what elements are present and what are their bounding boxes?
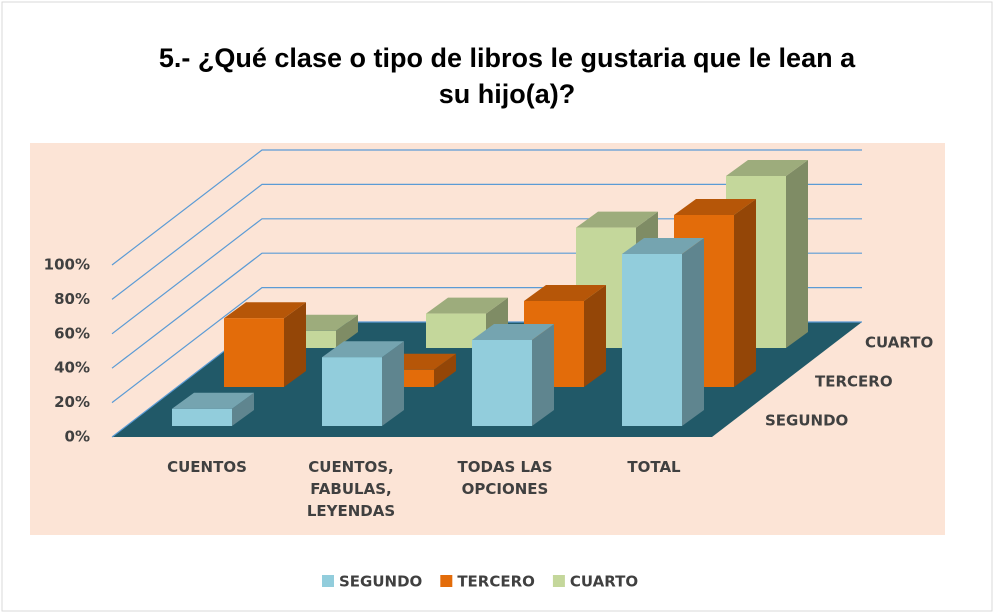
bar-front <box>322 357 382 426</box>
x-tick-label: CUENTOS <box>167 458 247 476</box>
bar-top <box>726 160 808 176</box>
x-tick-label: TODAS LAS OPCIONES <box>457 458 553 498</box>
bar <box>172 392 254 426</box>
bar <box>224 302 306 387</box>
y-tick-label: 0% <box>65 428 90 446</box>
bar-front <box>622 254 682 426</box>
y-tick-label: 20% <box>54 393 90 411</box>
y-tick-label: 60% <box>54 324 90 342</box>
bar-side <box>434 353 456 387</box>
bar-top <box>224 302 306 319</box>
legend-label: TERCERO <box>457 573 535 591</box>
y-tick-label: 100% <box>44 256 90 274</box>
bar-top <box>426 297 508 314</box>
bar-top <box>576 211 658 228</box>
bar-front <box>472 340 532 426</box>
bar-top <box>622 238 704 254</box>
bar-side <box>584 285 606 387</box>
bar-top <box>524 285 606 301</box>
bar <box>622 238 704 426</box>
grid-line <box>111 183 862 300</box>
bar-front <box>224 318 284 387</box>
bar-top <box>472 324 554 340</box>
chart-title: 5.- ¿Qué clase o tipo de libros le gusta… <box>158 43 856 109</box>
bar-top <box>674 199 756 215</box>
legend-label: CUARTO <box>570 573 638 591</box>
bar-side <box>336 314 358 348</box>
grid-line <box>111 149 862 266</box>
bar-front <box>172 408 232 426</box>
y-tick-label: 40% <box>54 359 90 377</box>
x-tick-label: TOTAL <box>627 458 681 476</box>
bar-side <box>734 199 756 387</box>
legend-label: SEGUNDO <box>339 573 422 591</box>
bar-side <box>284 302 306 387</box>
legend-swatch <box>552 575 565 587</box>
series-axis-label: SEGUNDO <box>765 412 848 430</box>
grid-line <box>111 218 862 335</box>
bar-top <box>322 341 404 358</box>
legend-swatch <box>322 575 334 587</box>
bar <box>322 341 404 426</box>
series-axis-label: TERCERO <box>815 373 893 391</box>
bar-top <box>172 392 254 409</box>
y-tick-label: 80% <box>54 290 90 308</box>
bar-side <box>682 238 704 426</box>
series-axis-label: CUARTO <box>865 334 933 352</box>
legend-swatch <box>440 575 453 587</box>
x-tick-label: CUENTOS, FABULAS, LEYENDAS <box>306 458 396 520</box>
bar <box>472 324 554 426</box>
bar-side <box>382 341 404 426</box>
bar-side <box>532 324 554 426</box>
bar-side <box>786 160 808 348</box>
bar-side <box>232 392 254 426</box>
